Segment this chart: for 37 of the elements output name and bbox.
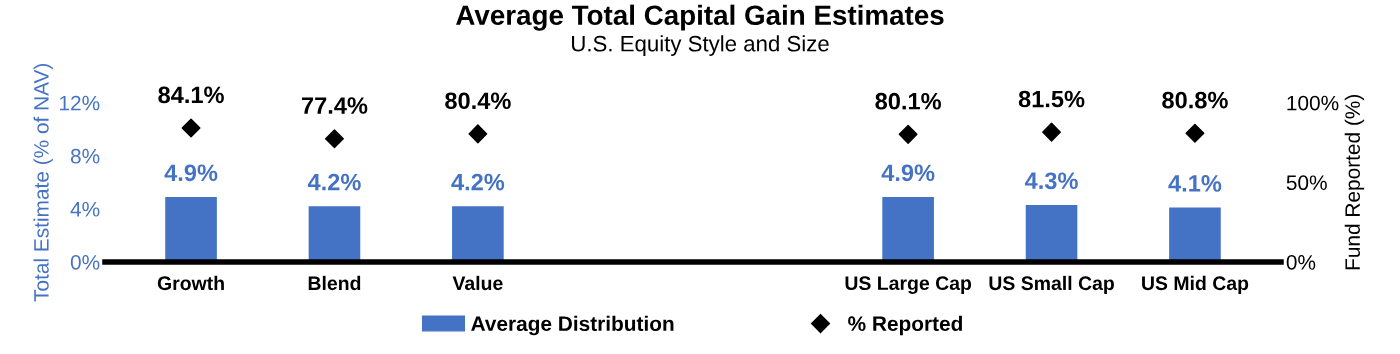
data-label: 4.1% bbox=[1168, 175, 1222, 192]
data-label: 4.3% bbox=[1024, 172, 1078, 190]
point bbox=[468, 124, 488, 144]
data-label: 4.2% bbox=[451, 173, 505, 191]
y-tick-label: 8% bbox=[70, 148, 100, 164]
point bbox=[1185, 123, 1205, 143]
x-tick-label: Growth bbox=[157, 275, 224, 291]
data-label: 4.9% bbox=[881, 164, 935, 182]
y2-tick-label: 50% bbox=[1286, 175, 1327, 191]
point bbox=[898, 124, 918, 144]
data-label: 80.4% bbox=[445, 92, 511, 110]
y-tick-label: 4% bbox=[70, 201, 100, 217]
y-tick-label: 0% bbox=[70, 254, 100, 270]
data-label: 4.2% bbox=[307, 173, 361, 191]
x-tick-label: US Small Cap bbox=[989, 275, 1114, 294]
data-label: 77.4% bbox=[302, 97, 368, 114]
x-tick-label: US Large Cap bbox=[845, 276, 972, 294]
y-axis-title: Total Estimate (% of NAV) bbox=[33, 63, 53, 302]
data-label: 80.1% bbox=[875, 92, 941, 110]
point bbox=[181, 118, 201, 138]
x-tick-label: US Mid Cap bbox=[1142, 275, 1249, 294]
data-label: 84.1% bbox=[158, 86, 224, 104]
legend-label: % Reported bbox=[848, 315, 962, 336]
x-tick-label: Blend bbox=[308, 275, 361, 291]
legend-label: Average Distribution bbox=[471, 315, 674, 336]
data-label: 81.5% bbox=[1018, 90, 1085, 108]
y-tick-label: 12% bbox=[60, 95, 100, 111]
data-label: 80.8% bbox=[1162, 91, 1228, 109]
chart-title: Average Total Capital Gain Estimates bbox=[456, 4, 944, 31]
y2-tick-label: 0% bbox=[1286, 254, 1316, 270]
y2-tick-label: 100% bbox=[1287, 95, 1339, 111]
point bbox=[324, 129, 344, 149]
point bbox=[1042, 122, 1062, 142]
chart-subtitle: U.S. Equity Style and Size bbox=[572, 35, 829, 56]
data-label: 4.9% bbox=[164, 164, 218, 182]
x-tick-label: Value bbox=[452, 275, 503, 291]
y2-axis-title: Fund Reported (%) bbox=[1344, 95, 1365, 270]
